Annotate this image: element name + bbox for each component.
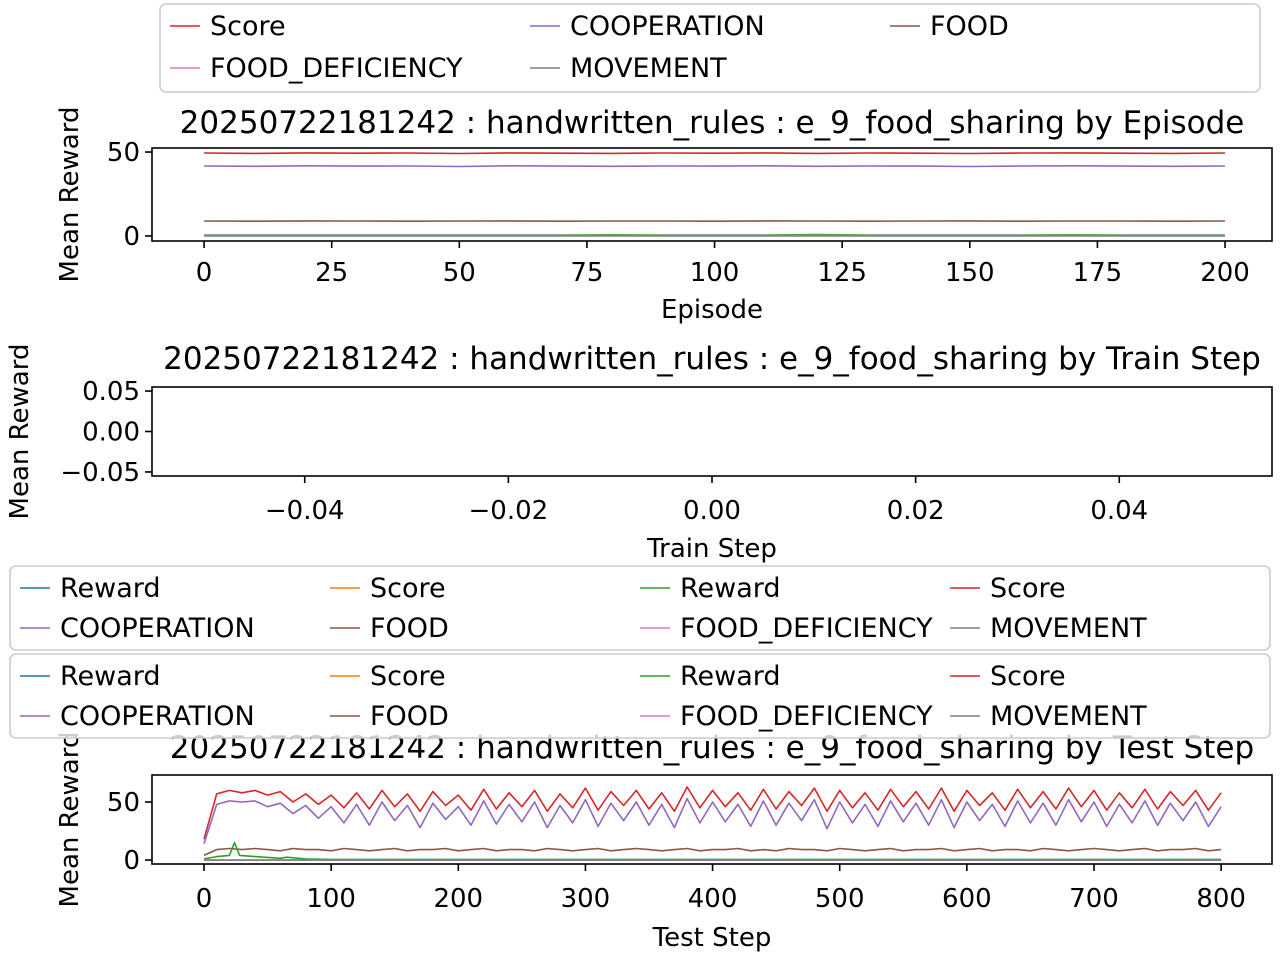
legend-label: MOVEMENT [570,53,727,84]
legend-label: MOVEMENT [990,701,1147,732]
legend-label: Reward [680,661,781,692]
series-line-score [203,786,1222,840]
y-tick-label: 0 [123,846,140,876]
x-axis-label: Train Step [646,534,777,564]
x-tick-label: 50 [443,258,476,288]
legend-label: FOOD [370,701,449,732]
legend-label: Score [370,661,446,692]
x-axis-label: Test Step [652,923,772,953]
subplot-3: 0 100 200 300 400 500 600 700 800 0 50 Test Step Mea… [55,730,1273,953]
x-tick-label: 0.02 [887,496,945,526]
legend-label: FOOD_DEFICIENCY [210,53,463,84]
series-line-score [204,152,1226,155]
legend-label: COOPERATION [60,701,255,732]
x-tick-label: 150 [945,258,995,288]
y-axis-label: Mean Reward [55,107,85,283]
x-axis-label: Episode [661,295,763,325]
chart-title: 20250722181242 : handwritten_rules : e_9… [180,105,1245,141]
y-tick-label: 0 [123,222,140,252]
y-tick-label: 50 [107,138,140,168]
legend-box [9,653,1271,739]
series-line-cooperation [204,165,1226,168]
x-tick-label: 0.04 [1090,496,1148,526]
x-tick-label: 0 [196,884,213,914]
legend-label: FOOD_DEFICIENCY [680,701,933,732]
series-line-reward [203,841,1222,861]
series-line-cooperation [203,797,1222,845]
legend-label: Score [370,573,446,604]
subplot-2: −0.04 −0.02 0.00 0.02 0.04 0.05 0.00 −0.05 Train… [5,341,1273,564]
legend-box [9,565,1271,651]
x-tick-label: 200 [433,884,483,914]
legend-label: Score [990,573,1066,604]
legend-label: COOPERATION [60,613,255,644]
series-group [204,152,1226,237]
subplot-1: 0 25 50 75 100 125 150 175 200 0 50 Episode Mean Rew… [55,105,1273,325]
chart-title: 20250722181242 : handwritten_rules : e_9… [163,341,1261,377]
legend-label: MOVEMENT [990,613,1147,644]
x-tick-label: 600 [942,884,992,914]
x-tick-label: 700 [1069,884,1119,914]
y-tick-label: 50 [107,788,140,818]
x-tick-label: 100 [306,884,356,914]
y-tick-label: 0.00 [82,418,140,448]
x-tick-label: 400 [688,884,738,914]
legend-label: COOPERATION [570,11,765,42]
legend-box [159,3,1261,93]
x-tick-label: 100 [690,258,740,288]
x-tick-label: 25 [315,258,348,288]
y-axis-label: Mean Reward [55,732,85,908]
x-tick-label: 175 [1073,258,1123,288]
series-group [203,786,1222,861]
x-tick-label: −0.02 [469,496,549,526]
legend-label: FOOD [370,613,449,644]
series-line-food [203,847,1222,857]
y-tick-label: 0.05 [82,377,140,407]
legend-label: Reward [60,573,161,604]
x-tick-label: 0 [196,258,213,288]
legend-train-step: Reward Score Reward Score COOPERATION FOOD FOO… [9,565,1271,651]
legend-label: Reward [680,573,781,604]
x-tick-label: −0.04 [265,496,345,526]
axes-frame [151,386,1273,477]
legend-train-step-duplicate: Reward Score Reward Score COOPERATION FOOD FOO… [9,653,1271,739]
legend-label: Score [990,661,1066,692]
x-tick-label: 75 [570,258,603,288]
y-axis-label: Mean Reward [5,344,35,520]
x-tick-label: 0.00 [683,496,741,526]
x-tick-label: 125 [817,258,867,288]
legend-label: FOOD [930,11,1009,42]
x-tick-label: 800 [1196,884,1246,914]
x-tick-label: 200 [1200,258,1250,288]
legend-label: Reward [60,661,161,692]
legend-episode: Score COOPERATION FOOD FOOD_DEFICIENCY MOVEM… [159,3,1261,93]
x-tick-label: 300 [561,884,611,914]
axes-frame [151,147,1273,242]
y-tick-label: −0.05 [60,458,140,488]
legend-label: FOOD_DEFICIENCY [680,613,933,644]
x-tick-label: 500 [815,884,865,914]
legend-label: Score [210,11,286,42]
